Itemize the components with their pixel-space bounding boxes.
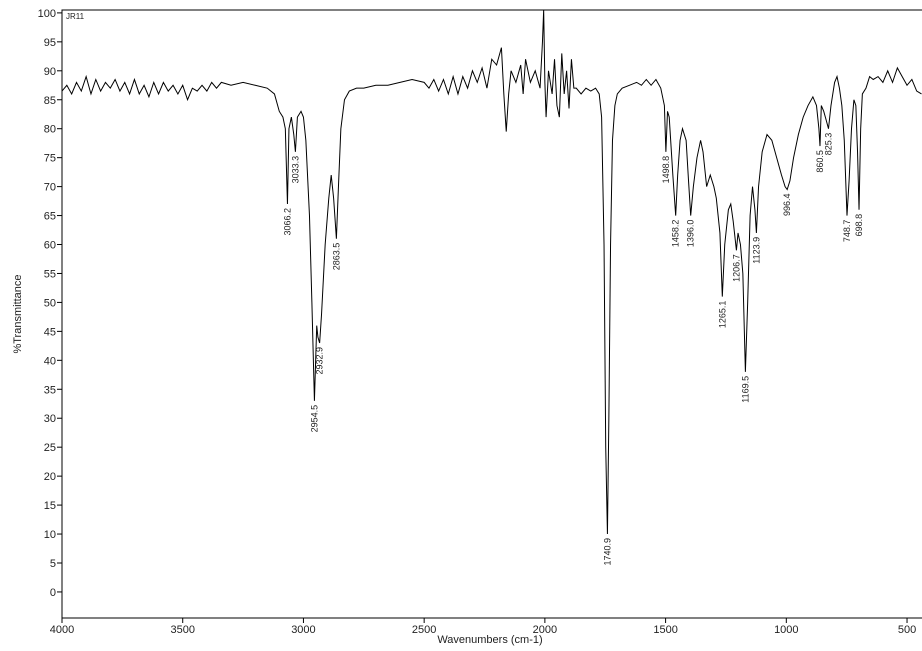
- y-tick-label: 55: [44, 268, 56, 280]
- peak-label: 3033.3: [290, 156, 300, 184]
- x-axis-label: Wavenumbers (cm-1): [437, 634, 542, 646]
- y-tick-label: 40: [44, 355, 56, 367]
- y-tick-label: 35: [44, 384, 56, 396]
- y-tick-label: 20: [44, 471, 56, 483]
- y-tick-label: 45: [44, 326, 56, 338]
- x-tick-label: 1000: [774, 624, 798, 636]
- y-tick-label: 50: [44, 297, 56, 309]
- y-tick-label: 90: [44, 66, 56, 78]
- peak-label: 2863.5: [331, 243, 341, 271]
- x-tick-label: 1500: [653, 624, 677, 636]
- x-tick-label: 3500: [170, 624, 194, 636]
- y-tick-label: 65: [44, 211, 56, 223]
- y-tick-label: 75: [44, 153, 56, 165]
- peak-label: 1458.2: [671, 220, 681, 248]
- plot-frame: [61, 9, 922, 619]
- x-tick-label: 2500: [412, 624, 436, 636]
- y-tick-label: 10: [44, 529, 56, 541]
- y-tick-label: 95: [44, 37, 56, 49]
- y-tick-label: 70: [44, 182, 56, 194]
- annotation: JR11: [66, 12, 85, 21]
- peak-label: 996.4: [782, 194, 792, 217]
- peak-label: 860.5: [815, 150, 825, 173]
- y-tick-label: 25: [44, 442, 56, 454]
- peak-label: 1206.7: [731, 254, 741, 282]
- peak-label: 1396.0: [686, 220, 696, 248]
- y-tick-label: 5: [50, 558, 56, 570]
- peak-label: 825.3: [824, 133, 834, 156]
- peak-label: 1498.8: [661, 156, 671, 184]
- peak-label: 3066.2: [283, 208, 293, 236]
- y-tick-label: 60: [44, 240, 56, 252]
- y-tick-label: 15: [44, 500, 56, 512]
- y-axis-label: %Transmittance: [12, 274, 24, 353]
- peak-label: 748.7: [842, 220, 852, 243]
- peak-label: 1740.9: [602, 538, 612, 566]
- peak-label: 1265.1: [717, 301, 727, 329]
- y-tick-label: 0: [50, 587, 56, 599]
- peak-label: 2932.9: [315, 347, 325, 375]
- y-tick-label: 80: [44, 124, 56, 136]
- y-tick-label: 85: [44, 95, 56, 107]
- peak-label: 698.8: [854, 214, 864, 237]
- peak-label: 1123.9: [751, 237, 761, 264]
- y-tick-label: 100: [38, 8, 56, 20]
- x-tick-label: 2000: [533, 624, 557, 636]
- x-tick-label: 3000: [291, 624, 315, 636]
- spectrum-line: [61, 9, 922, 535]
- x-tick-label: 500: [898, 624, 916, 636]
- peak-label: 2954.5: [309, 405, 319, 433]
- x-tick-label: 4000: [50, 624, 74, 636]
- peak-label: 1169.5: [740, 376, 750, 403]
- y-tick-label: 30: [44, 413, 56, 425]
